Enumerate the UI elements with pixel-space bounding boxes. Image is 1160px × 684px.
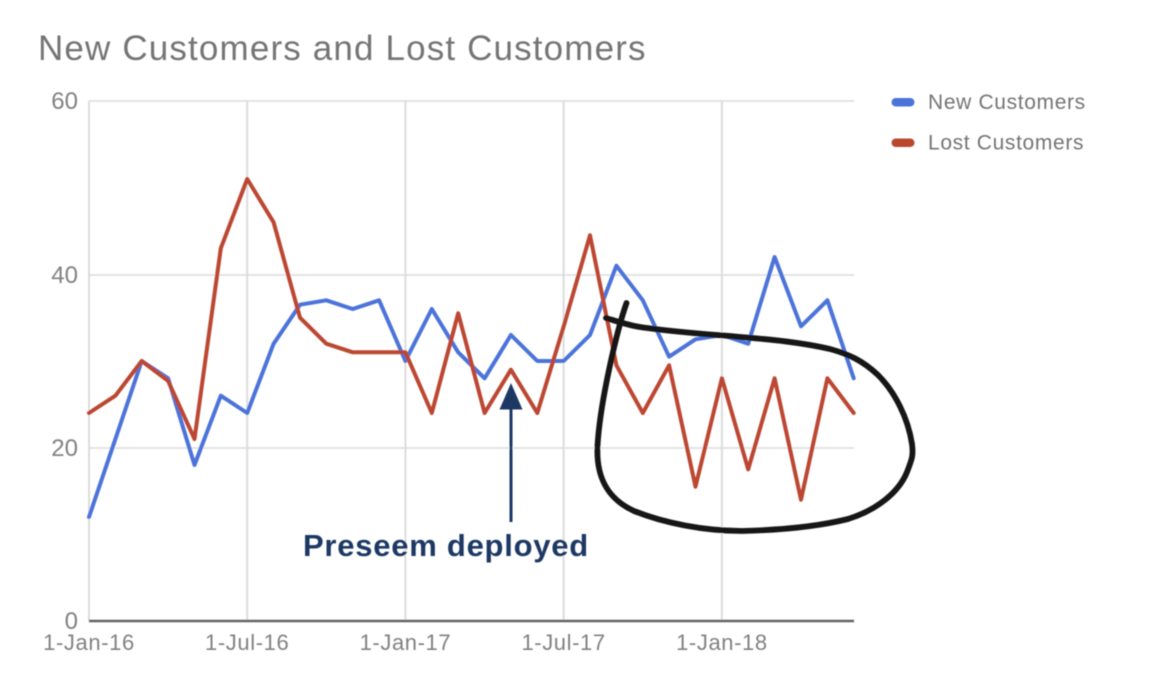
svg-text:60: 60: [51, 88, 78, 115]
svg-text:Preseem deployed: Preseem deployed: [303, 528, 589, 563]
svg-text:40: 40: [51, 262, 78, 289]
svg-text:New Customers and Lost Custome: New Customers and Lost Customers: [38, 29, 647, 68]
svg-text:20: 20: [51, 435, 78, 462]
svg-text:1-Jan-16: 1-Jan-16: [43, 630, 135, 655]
svg-text:Lost Customers: Lost Customers: [928, 132, 1084, 155]
svg-text:0: 0: [65, 608, 78, 635]
svg-text:1-Jan-17: 1-Jan-17: [360, 630, 452, 655]
svg-text:1-Jul-16: 1-Jul-16: [205, 630, 289, 655]
svg-text:1-Jan-18: 1-Jan-18: [676, 630, 768, 655]
svg-text:1-Jul-17: 1-Jul-17: [521, 630, 605, 655]
svg-text:New Customers: New Customers: [928, 91, 1086, 114]
